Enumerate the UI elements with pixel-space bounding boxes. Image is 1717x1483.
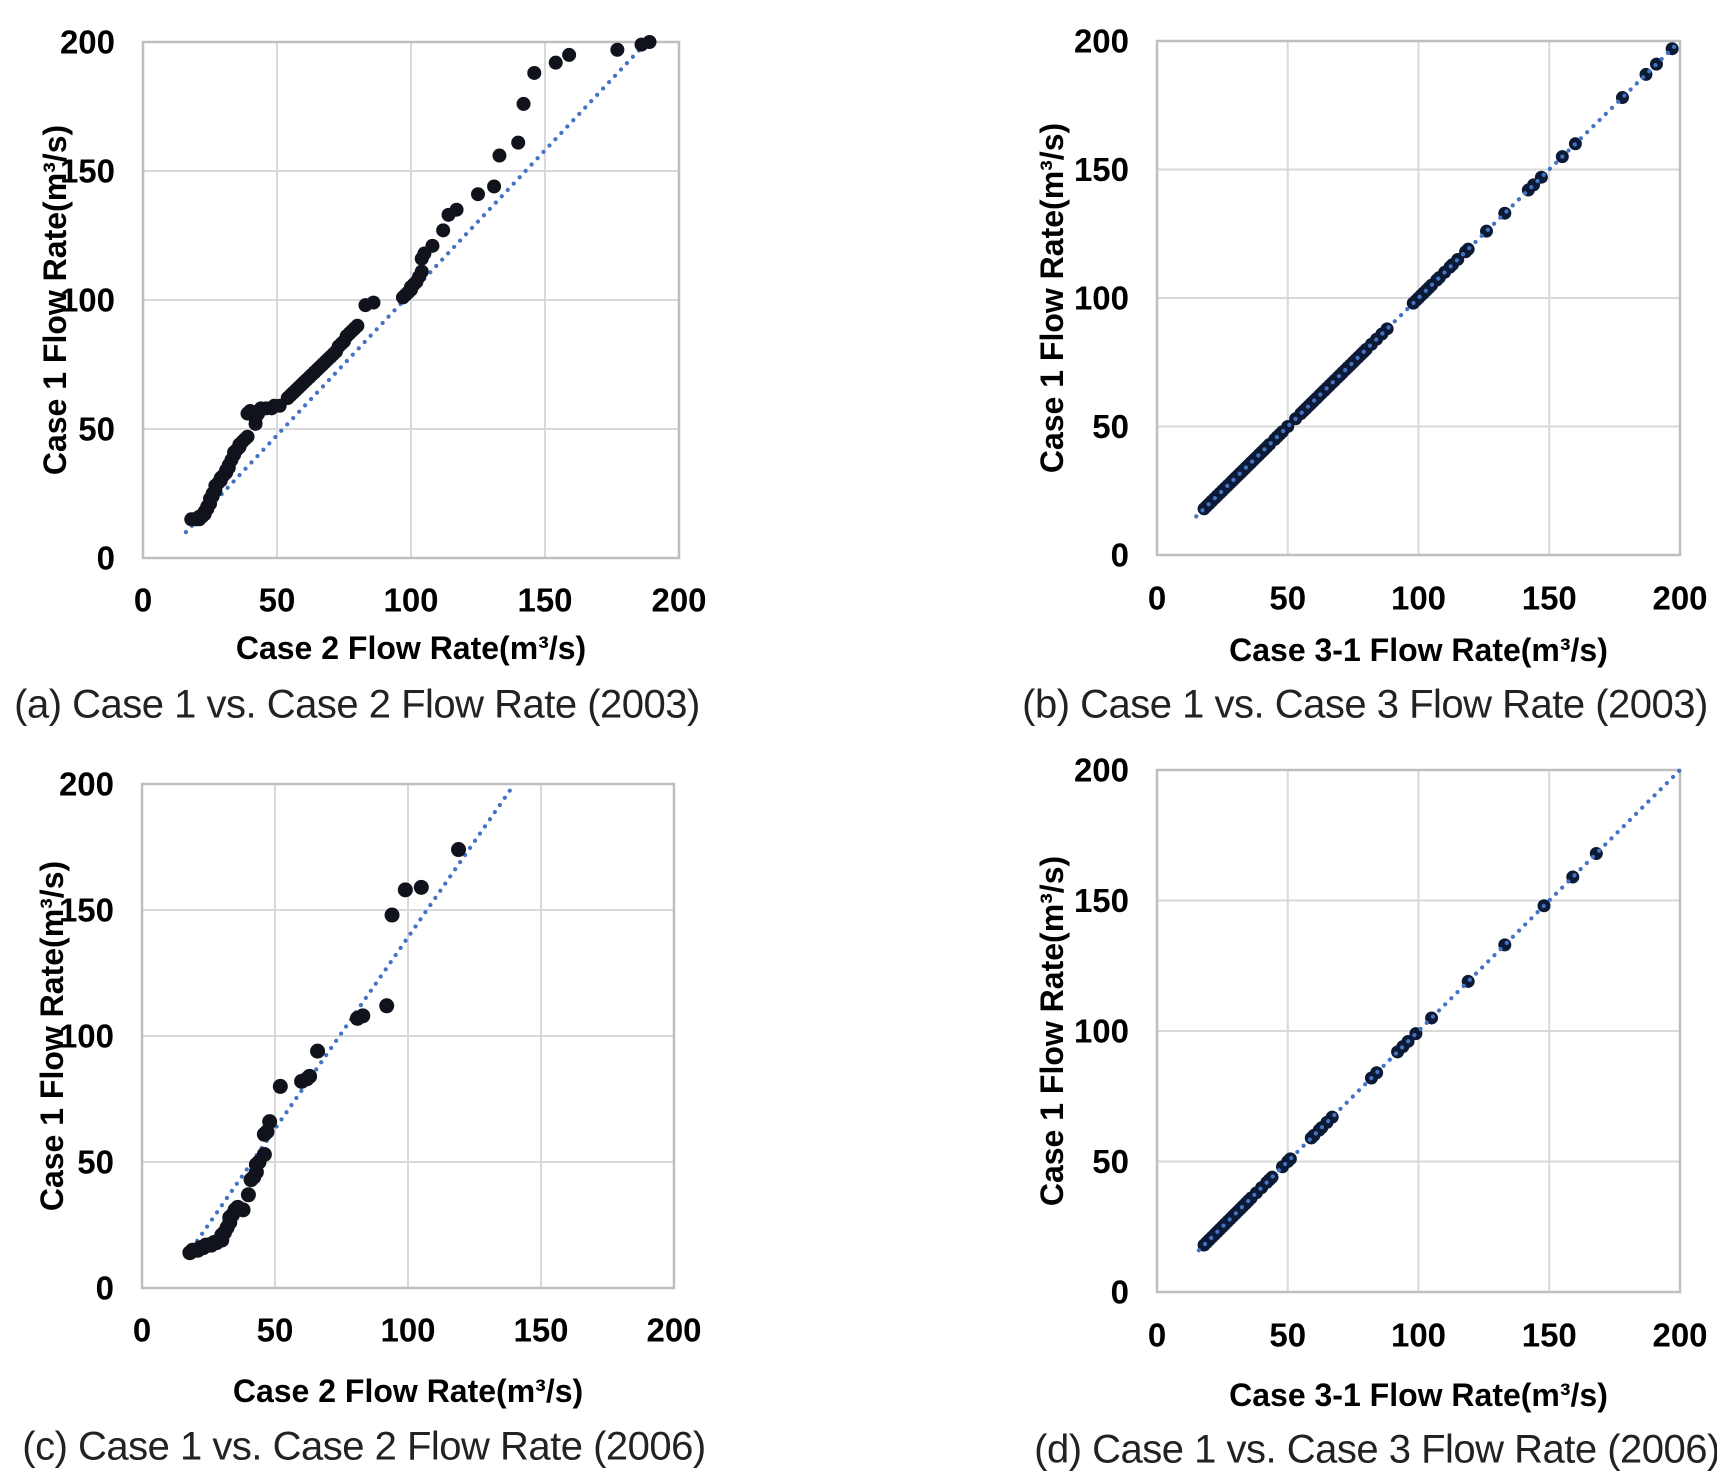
y-tick-label: 0 xyxy=(1111,537,1129,574)
data-point xyxy=(516,96,531,111)
data-point xyxy=(379,998,395,1014)
data-point xyxy=(451,842,467,858)
x-tick-label: 100 xyxy=(1391,580,1446,617)
plot-border xyxy=(140,782,676,1290)
y-tick-label: 150 xyxy=(59,892,114,929)
x-tick-label: 200 xyxy=(651,582,706,619)
data-point xyxy=(256,1146,272,1162)
data-point xyxy=(240,1187,256,1203)
chart-d-caption: (d) Case 1 vs. Case 3 Flow Rate (2006) xyxy=(1034,1427,1717,1472)
y-tick-label: 50 xyxy=(78,411,115,448)
trend-line xyxy=(1194,38,1683,519)
scatter-plot-d: 0 50 100 150 200 0 50 100 150 200 Case 3-1 Flow Ra… xyxy=(1034,752,1708,1414)
data-point xyxy=(355,1008,371,1024)
y-tick-label: 200 xyxy=(59,766,114,803)
scatter-plot-c: 0 50 100 150 200 0 50 100 150 200 Case 2 Flow Rate… xyxy=(34,766,702,1410)
data-point xyxy=(350,318,365,333)
y-tick-label: 150 xyxy=(1074,151,1129,188)
y-axis-title: Case 1 Flow Rate(m³/s) xyxy=(1034,856,1070,1206)
x-tick-label: 0 xyxy=(134,582,152,619)
x-tick-label: 0 xyxy=(1148,1317,1166,1354)
x-axis-title: Case 2 Flow Rate(m³/s) xyxy=(236,630,586,666)
trend-line xyxy=(183,39,649,535)
data-point xyxy=(610,42,625,57)
y-tick-label: 150 xyxy=(60,153,115,190)
data-point xyxy=(397,882,413,898)
x-tick-label: 200 xyxy=(646,1312,701,1349)
data-point xyxy=(235,1202,251,1218)
chart-panel-c: 0 50 100 150 200 0 50 100 150 200 Case 2 Flow Rate… xyxy=(0,740,860,1483)
x-tick-label: 150 xyxy=(517,582,572,619)
x-tick-label: 100 xyxy=(383,582,438,619)
data-point xyxy=(562,47,577,62)
plot-border xyxy=(1155,768,1682,1294)
chart-panel-b: 0 50 100 150 200 0 50 100 150 200 Case 3-1 Flow Ra… xyxy=(860,0,1717,740)
plot-border xyxy=(1155,39,1682,557)
data-point xyxy=(492,148,507,163)
x-tick-label: 0 xyxy=(1148,580,1166,617)
x-axis-title: Case 3-1 Flow Rate(m³/s) xyxy=(1229,632,1608,668)
x-tick-label: 200 xyxy=(1652,580,1707,617)
y-tick-label: 200 xyxy=(1074,752,1129,789)
data-point xyxy=(642,35,657,49)
x-tick-label: 50 xyxy=(259,582,296,619)
data-point xyxy=(414,264,429,279)
y-axis-title: Case 1 Flow Rate(m³/s) xyxy=(37,125,73,475)
x-tick-label: 150 xyxy=(1522,1317,1577,1354)
data-point xyxy=(310,1043,326,1059)
y-tick-label: 0 xyxy=(1111,1274,1129,1311)
data-point xyxy=(449,202,464,217)
scatter-plot-b: 0 50 100 150 200 0 50 100 150 200 Case 3-1 Flow Ra… xyxy=(1034,23,1708,669)
y-tick-label: 0 xyxy=(96,1270,114,1307)
y-axis-title: Case 1 Flow Rate(m³/s) xyxy=(34,861,70,1211)
y-tick-label: 0 xyxy=(97,540,115,577)
x-tick-label: 50 xyxy=(1269,580,1306,617)
data-point xyxy=(487,179,502,194)
y-tick-label: 50 xyxy=(1092,408,1129,445)
x-tick-label: 150 xyxy=(513,1312,568,1349)
data-point xyxy=(511,135,526,150)
data-point xyxy=(471,187,485,202)
trend-line xyxy=(1196,767,1683,1253)
y-axis-title: Case 1 Flow Rate(m³/s) xyxy=(1034,123,1070,473)
x-tick-label: 100 xyxy=(1391,1317,1446,1354)
x-tick-label: 150 xyxy=(1522,580,1577,617)
chart-c-caption: (c) Case 1 vs. Case 2 Flow Rate (2006) xyxy=(22,1424,706,1469)
y-tick-label: 200 xyxy=(60,24,115,61)
y-tick-label: 100 xyxy=(59,1018,114,1055)
chart-a-caption: (a) Case 1 vs. Case 2 Flow Rate (2003) xyxy=(14,682,700,727)
x-axis-title: Case 2 Flow Rate(m³/s) xyxy=(233,1373,583,1409)
data-point xyxy=(302,1068,318,1084)
data-point xyxy=(384,907,400,923)
x-tick-label: 200 xyxy=(1652,1317,1707,1354)
y-tick-label: 100 xyxy=(60,282,115,319)
data-point xyxy=(548,55,563,70)
y-tick-label: 50 xyxy=(77,1144,114,1181)
data-point xyxy=(272,1078,288,1094)
y-tick-label: 100 xyxy=(1074,1013,1129,1050)
chart-b-caption: (b) Case 1 vs. Case 3 Flow Rate (2003) xyxy=(1022,682,1708,727)
plot-border xyxy=(141,40,681,560)
x-tick-label: 0 xyxy=(133,1312,151,1349)
y-tick-label: 150 xyxy=(1074,882,1129,919)
x-tick-label: 50 xyxy=(1269,1317,1306,1354)
x-tick-label: 50 xyxy=(257,1312,294,1349)
y-tick-label: 50 xyxy=(1092,1143,1129,1180)
data-point xyxy=(436,223,451,238)
scatter-plot-a: 0 50 100 150 200 0 50 100 150 200 Case 2 Flow Rate… xyxy=(37,24,707,667)
y-tick-label: 100 xyxy=(1074,280,1129,317)
y-tick-label: 200 xyxy=(1074,23,1129,60)
data-point xyxy=(240,429,255,444)
data-point xyxy=(413,879,429,895)
data-point xyxy=(425,238,440,253)
data-point xyxy=(527,65,542,80)
data-point xyxy=(262,1114,278,1130)
x-axis-title: Case 3-1 Flow Rate(m³/s) xyxy=(1229,1377,1608,1413)
data-point xyxy=(366,295,381,310)
chart-panel-a: 0 50 100 150 200 0 50 100 150 200 Case 2 Flow Rate… xyxy=(0,0,860,740)
x-tick-label: 100 xyxy=(380,1312,435,1349)
chart-panel-d: 0 50 100 150 200 0 50 100 150 200 Case 3-1 Flow Ra… xyxy=(860,740,1717,1483)
